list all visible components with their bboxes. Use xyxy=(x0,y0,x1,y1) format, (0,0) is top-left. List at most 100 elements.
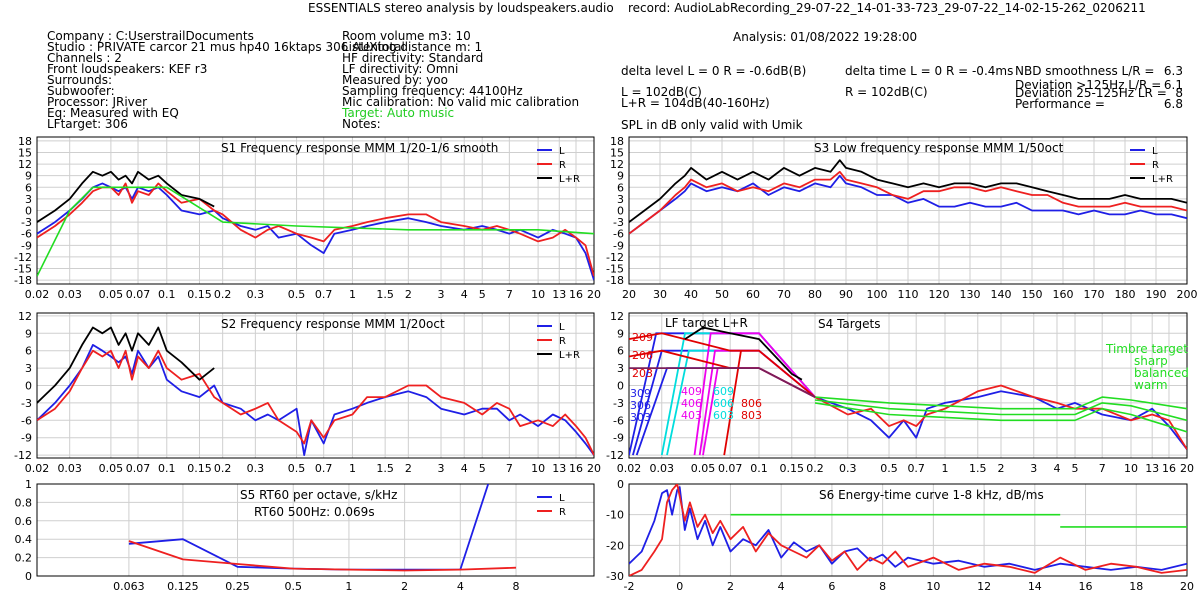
stat-value: 6.1 xyxy=(1164,78,1183,92)
series-line-l xyxy=(37,182,594,281)
stat-spl-note: SPL in dB only valid with Umik xyxy=(621,118,803,132)
y-tick-label: 3 xyxy=(617,193,624,206)
x-tick-label: 30 xyxy=(653,288,667,301)
x-tick-label: 18 xyxy=(1129,580,1143,593)
x-tick-label: 0.063 xyxy=(113,580,145,593)
y-tick-label: 0 xyxy=(617,205,624,218)
x-tick-label: 10 xyxy=(926,580,940,593)
x-tick-label: 0.3 xyxy=(247,462,265,475)
series-line-target xyxy=(37,186,594,277)
plot-title: S2 Frequency response MMM 1/20oct xyxy=(221,317,445,331)
s4-lf-cyan-label: 603 xyxy=(713,409,734,422)
y-tick-label: -9 xyxy=(613,432,624,445)
info-left-line: LFtarget: 306 xyxy=(47,117,128,131)
x-tick-label: 2 xyxy=(405,288,412,301)
series-line-l-r xyxy=(629,159,1187,223)
s4-lf-target-label: LF target L+R xyxy=(665,316,748,330)
y-tick-label: -3 xyxy=(21,397,32,410)
x-tick-label: 50 xyxy=(715,288,729,301)
x-tick-label: 0.5 xyxy=(288,462,306,475)
x-tick-label: 0.02 xyxy=(25,288,50,301)
x-tick-label: 150 xyxy=(1022,288,1043,301)
stat-r-level: R = 102dB(C) xyxy=(845,85,928,99)
plot-title: S3 Low frequency response MMM 1/50oct xyxy=(814,141,1064,155)
y-tick-label: 9 xyxy=(617,327,624,340)
series-line-r xyxy=(629,170,1187,235)
x-tick-label: 2 xyxy=(727,580,734,593)
x-tick-label: 14 xyxy=(1028,580,1042,593)
y-tick-label: 0 xyxy=(617,380,624,393)
stat-value: 6.8 xyxy=(1164,97,1183,111)
series-line-r xyxy=(814,384,1187,450)
series-line-target-balanced xyxy=(814,399,1187,422)
s4-lf-target-curve xyxy=(693,332,816,456)
x-tick-label: 20 xyxy=(587,462,601,475)
x-tick-label: 180 xyxy=(1115,288,1136,301)
s4-lf-blue-label: 309 xyxy=(630,387,651,400)
s4-lf-red-right-label: 803 xyxy=(741,409,762,422)
x-tick-label: 16 xyxy=(569,462,583,475)
report-title: ESSENTIALS stereo analysis by loudspeake… xyxy=(308,1,614,15)
x-tick-label: 90 xyxy=(839,288,853,301)
x-tick-label: 0.3 xyxy=(839,462,857,475)
stat-l-level: L = 102dB(C) xyxy=(621,85,702,99)
s4-lf-cyan-label: 606 xyxy=(713,397,734,410)
x-tick-label: 2 xyxy=(401,580,408,593)
series-line-r xyxy=(128,540,517,572)
x-tick-label: 0.7 xyxy=(315,462,333,475)
x-tick-label: 2 xyxy=(405,462,412,475)
x-tick-label: 0.03 xyxy=(57,288,82,301)
y-tick-label: 18 xyxy=(18,135,32,148)
x-tick-label: 0.07 xyxy=(126,288,151,301)
y-tick-label: -10 xyxy=(606,509,624,522)
s4-timbre-label: Timbre target xyxy=(1105,342,1188,356)
s4-lf-red-right-label: 806 xyxy=(741,397,762,410)
y-tick-label: -9 xyxy=(21,239,32,252)
y-tick-label: -12 xyxy=(14,449,32,462)
s4-lf-red-label: 206 xyxy=(632,349,653,362)
y-tick-label: 3 xyxy=(25,193,32,206)
series-line-l xyxy=(37,343,594,457)
x-tick-label: 120 xyxy=(929,288,950,301)
x-tick-label: 12 xyxy=(977,580,991,593)
s4-lf-target-curve xyxy=(629,332,816,398)
x-tick-label: 60 xyxy=(746,288,760,301)
y-tick-label: -12 xyxy=(606,251,624,264)
series-group xyxy=(629,484,1187,576)
info-mid-line: Listening distance m: 1 xyxy=(342,40,482,54)
y-tick-label: 18 xyxy=(610,135,624,148)
info-left-line: Front loudspeakers: KEF r3 xyxy=(47,62,207,76)
s4-lf-blue-label: 306 xyxy=(630,399,651,412)
legend-label: L+R xyxy=(559,174,580,185)
y-tick-label: -30 xyxy=(606,570,624,583)
y-tick-label: 3 xyxy=(25,362,32,375)
stat-label: NBD smoothness L/R = xyxy=(1015,64,1154,78)
info-mid-line: Measured by: yoo xyxy=(342,73,448,87)
x-tick-label: 2 xyxy=(998,462,1005,475)
y-tick-label: 12 xyxy=(610,310,624,323)
series-line-l-r xyxy=(37,170,215,223)
x-tick-label: 80 xyxy=(808,288,822,301)
info-left-line: Company : C:UserstrailDocuments xyxy=(47,29,254,43)
y-tick-label: 0.2 xyxy=(15,552,33,565)
info-left-line: Surrounds: xyxy=(47,73,112,87)
x-tick-label: 0.1 xyxy=(158,288,176,301)
y-tick-label: -15 xyxy=(14,263,32,276)
x-tick-label: 16 xyxy=(1162,462,1176,475)
y-tick-label: 6 xyxy=(617,345,624,358)
s4-timbre-label: balanced xyxy=(1134,366,1189,380)
plot-frame xyxy=(36,312,595,459)
y-tick-label: -15 xyxy=(606,263,624,276)
s4-lf-target-curve xyxy=(629,367,816,398)
s4-lf-cyan-label: 609 xyxy=(713,385,734,398)
plot-s2: 0.02 0.03 0.05 0.07 0.1 0.15 0.2 0.3 0.5 0.7 1 1.5 2… xyxy=(14,310,601,475)
x-tick-label: 0.1 xyxy=(158,462,176,475)
y-tick-label: -3 xyxy=(613,216,624,229)
series-line-l xyxy=(814,390,1187,450)
x-tick-label: 1 xyxy=(349,288,356,301)
x-tick-label: 0.15 xyxy=(780,462,805,475)
x-tick-label: 20 xyxy=(587,288,601,301)
s4-lf-magenta-label: 406 xyxy=(681,397,702,410)
x-tick-label: 0.05 xyxy=(99,288,124,301)
